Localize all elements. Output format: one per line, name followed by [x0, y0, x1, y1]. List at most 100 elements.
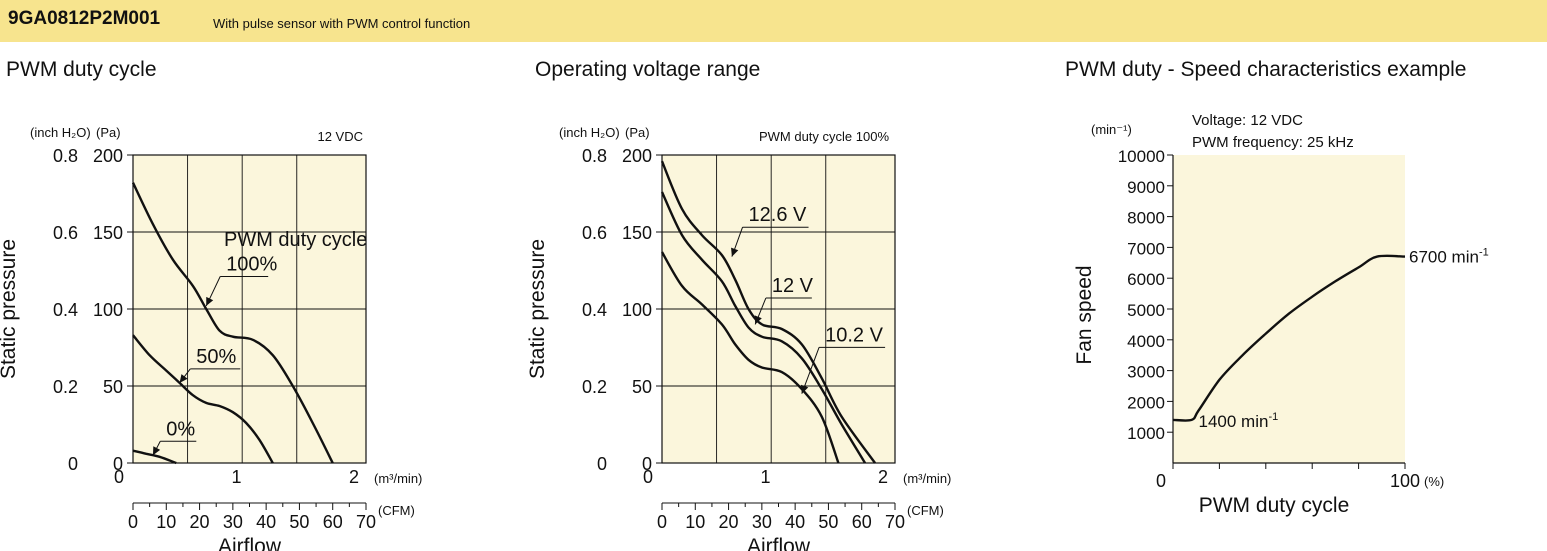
pwm-duty-cycle-series-label-0: 100% [226, 254, 277, 276]
operating-voltage-range-xtick-label: 20 [719, 512, 739, 532]
pwm-duty-speed-ytick-label: 7000 [1127, 239, 1165, 258]
pwm-duty-speed-annotation-max-speed-sup: -1 [1479, 247, 1489, 259]
header-band [0, 0, 1547, 42]
pwm-duty-cycle-legend-title: PWM duty cycle [224, 229, 367, 251]
pwm-duty-cycle-series-0 [131, 182, 334, 464]
operating-voltage-range-xtick-label: 40 [785, 512, 805, 532]
operating-voltage-range-ytick-label: 150 [622, 223, 652, 243]
operating-voltage-range-x2tick-label: 2 [878, 467, 888, 487]
model-number: 9GA0812P2M001 [8, 8, 161, 29]
operating-voltage-range-series-2 [660, 251, 840, 464]
pwm-duty-cycle-ytick-label: 150 [93, 223, 123, 243]
operating-voltage-range-x2tick-label: 0 [643, 467, 653, 487]
pwm-duty-cycle-ytick-label: 50 [103, 377, 123, 397]
pwm-duty-cycle-xtick-label: 0 [128, 512, 138, 532]
pwm-duty-speed-plot-area [1173, 155, 1405, 463]
pwm-duty-cycle-xtick-label: 20 [190, 512, 210, 532]
operating-voltage-range-leader-line-2 [801, 347, 820, 394]
operating-voltage-range-y2-units: (inch H₂O) [559, 125, 620, 140]
operating-voltage-range-xtick-label: 0 [657, 512, 667, 532]
pwm-duty-speed-note-frequency: PWM frequency: 25 kHz [1192, 134, 1354, 151]
operating-voltage-range-y2tick-label: 0 [597, 454, 607, 474]
operating-voltage-range-xtick-label: 60 [852, 512, 872, 532]
pwm-duty-cycle-xtick-label: 70 [356, 512, 376, 532]
pwm-duty-speed-ytick-label: 1000 [1127, 424, 1165, 443]
pwm-duty-speed-annotation-max-speed: 6700 min-1 [1409, 247, 1489, 267]
pwm-duty-speed-note-voltage: Voltage: 12 VDC [1192, 112, 1303, 129]
pwm-duty-speed-xtick-label: 100 [1390, 471, 1420, 491]
operating-voltage-range-y2tick-label: 0.8 [582, 146, 607, 166]
operating-voltage-range-ytick-label: 50 [632, 377, 652, 397]
pwm-duty-cycle-ytick-label: 100 [93, 300, 123, 320]
pwm-duty-cycle-leader-arrow-2 [152, 446, 161, 456]
pwm-duty-speed-ytick-label: 5000 [1127, 301, 1165, 320]
chart-title-operating-voltage: Operating voltage range [535, 58, 761, 81]
pwm-duty-cycle-x-units: (CFM) [378, 503, 415, 518]
operating-voltage-range-leader-arrow-1 [754, 315, 762, 325]
pwm-duty-cycle-y2tick-label: 0.4 [53, 300, 78, 320]
pwm-duty-cycle-y2tick-label: 0.2 [53, 377, 78, 397]
operating-voltage-range-series-label-2: 10.2 V [825, 324, 883, 346]
pwm-duty-cycle-y-units: (Pa) [96, 125, 121, 140]
pwm-duty-speed-y-units: (min⁻¹) [1091, 122, 1132, 137]
operating-voltage-range-xtick-label: 30 [752, 512, 772, 532]
pwm-duty-cycle-xlabel: Airflow [218, 535, 282, 551]
operating-voltage-range-condition: PWM duty cycle 100% [759, 129, 889, 144]
operating-voltage-range-xtick-label: 70 [885, 512, 905, 532]
pwm-duty-cycle-leader-arrow-0 [206, 296, 214, 306]
pwm-duty-cycle-y2-units: (inch H₂O) [30, 125, 91, 140]
pwm-duty-cycle-xtick-label: 60 [323, 512, 343, 532]
pwm-duty-cycle-x2tick-label: 1 [231, 467, 241, 487]
pwm-duty-cycle-series-1 [132, 334, 274, 464]
pwm-duty-cycle-series-label-2: 0% [166, 418, 195, 440]
pwm-duty-cycle-x2-units: (m³/min) [374, 471, 422, 486]
operating-voltage-range-xtick-label: 50 [818, 512, 838, 532]
pwm-duty-cycle-series-label-1: 50% [196, 346, 236, 368]
operating-voltage-range-series-label-0: 12.6 V [749, 204, 807, 226]
pwm-duty-cycle-x2tick-label: 0 [114, 467, 124, 487]
pwm-duty-speed-series-0 [1172, 254, 1406, 422]
pwm-duty-speed-ytick-label: 4000 [1127, 332, 1165, 351]
pwm-duty-cycle-x2tick-label: 2 [349, 467, 359, 487]
operating-voltage-range-xlabel: Airflow [747, 535, 811, 551]
pwm-duty-cycle-xtick-label: 50 [289, 512, 309, 532]
operating-voltage-range-y-units: (Pa) [625, 125, 650, 140]
chart-title-speed-characteristics: PWM duty - Speed characteristics example [1065, 58, 1467, 81]
pwm-duty-cycle-y2tick-label: 0.8 [53, 146, 78, 166]
pwm-duty-speed-annotation-min-speed-sup: -1 [1268, 411, 1278, 423]
operating-voltage-range-x2-units: (m³/min) [903, 471, 951, 486]
pwm-duty-cycle-leader-arrow-1 [179, 374, 188, 383]
operating-voltage-range-y2tick-label: 0.6 [582, 223, 607, 243]
pwm-duty-speed-annotation-min-speed: 1400 min-1 [1199, 411, 1279, 431]
operating-voltage-range-series-label-1: 12 V [772, 275, 814, 297]
pwm-duty-speed-chart: 1000200030004000500060007000800090001000… [1073, 112, 1489, 517]
pwm-duty-cycle-xtick-label: 40 [256, 512, 276, 532]
chart-title-pwm-duty-cycle: PWM duty cycle [6, 58, 157, 81]
operating-voltage-range-x-units: (CFM) [907, 503, 944, 518]
pwm-duty-cycle-y2tick-label: 0 [68, 454, 78, 474]
operating-voltage-range-ytick-label: 100 [622, 300, 652, 320]
pwm-duty-speed-ytick-label: 3000 [1127, 363, 1165, 382]
pwm-duty-cycle-ytick-label: 0 [113, 454, 123, 474]
model-description: With pulse sensor with PWM control funct… [213, 16, 471, 31]
pwm-duty-cycle-condition: 12 VDC [317, 129, 363, 144]
pwm-duty-speed-xlabel: PWM duty cycle [1199, 494, 1350, 517]
pwm-duty-cycle-ytick-label: 200 [93, 146, 123, 166]
pwm-duty-cycle-ylabel: Static pressure [0, 239, 20, 379]
operating-voltage-range-y2tick-label: 0.2 [582, 377, 607, 397]
operating-voltage-range-x2tick-label: 1 [760, 467, 770, 487]
pwm-duty-speed-xtick-label: 0 [1156, 471, 1166, 491]
operating-voltage-range-leader-arrow-2 [801, 384, 809, 394]
pwm-duty-speed-ytick-label: 9000 [1127, 178, 1165, 197]
pwm-duty-cycle-y2tick-label: 0.6 [53, 223, 78, 243]
pwm-duty-cycle-xtick-label: 30 [223, 512, 243, 532]
operating-voltage-range-ytick-label: 200 [622, 146, 652, 166]
operating-voltage-range-series-0 [660, 160, 876, 464]
operating-voltage-range-leader-arrow-0 [731, 247, 739, 257]
pwm-duty-speed-x-units: (%) [1424, 474, 1444, 489]
operating-voltage-range-ylabel: Static pressure [526, 239, 549, 379]
operating-voltage-range-series-1 [660, 191, 867, 464]
